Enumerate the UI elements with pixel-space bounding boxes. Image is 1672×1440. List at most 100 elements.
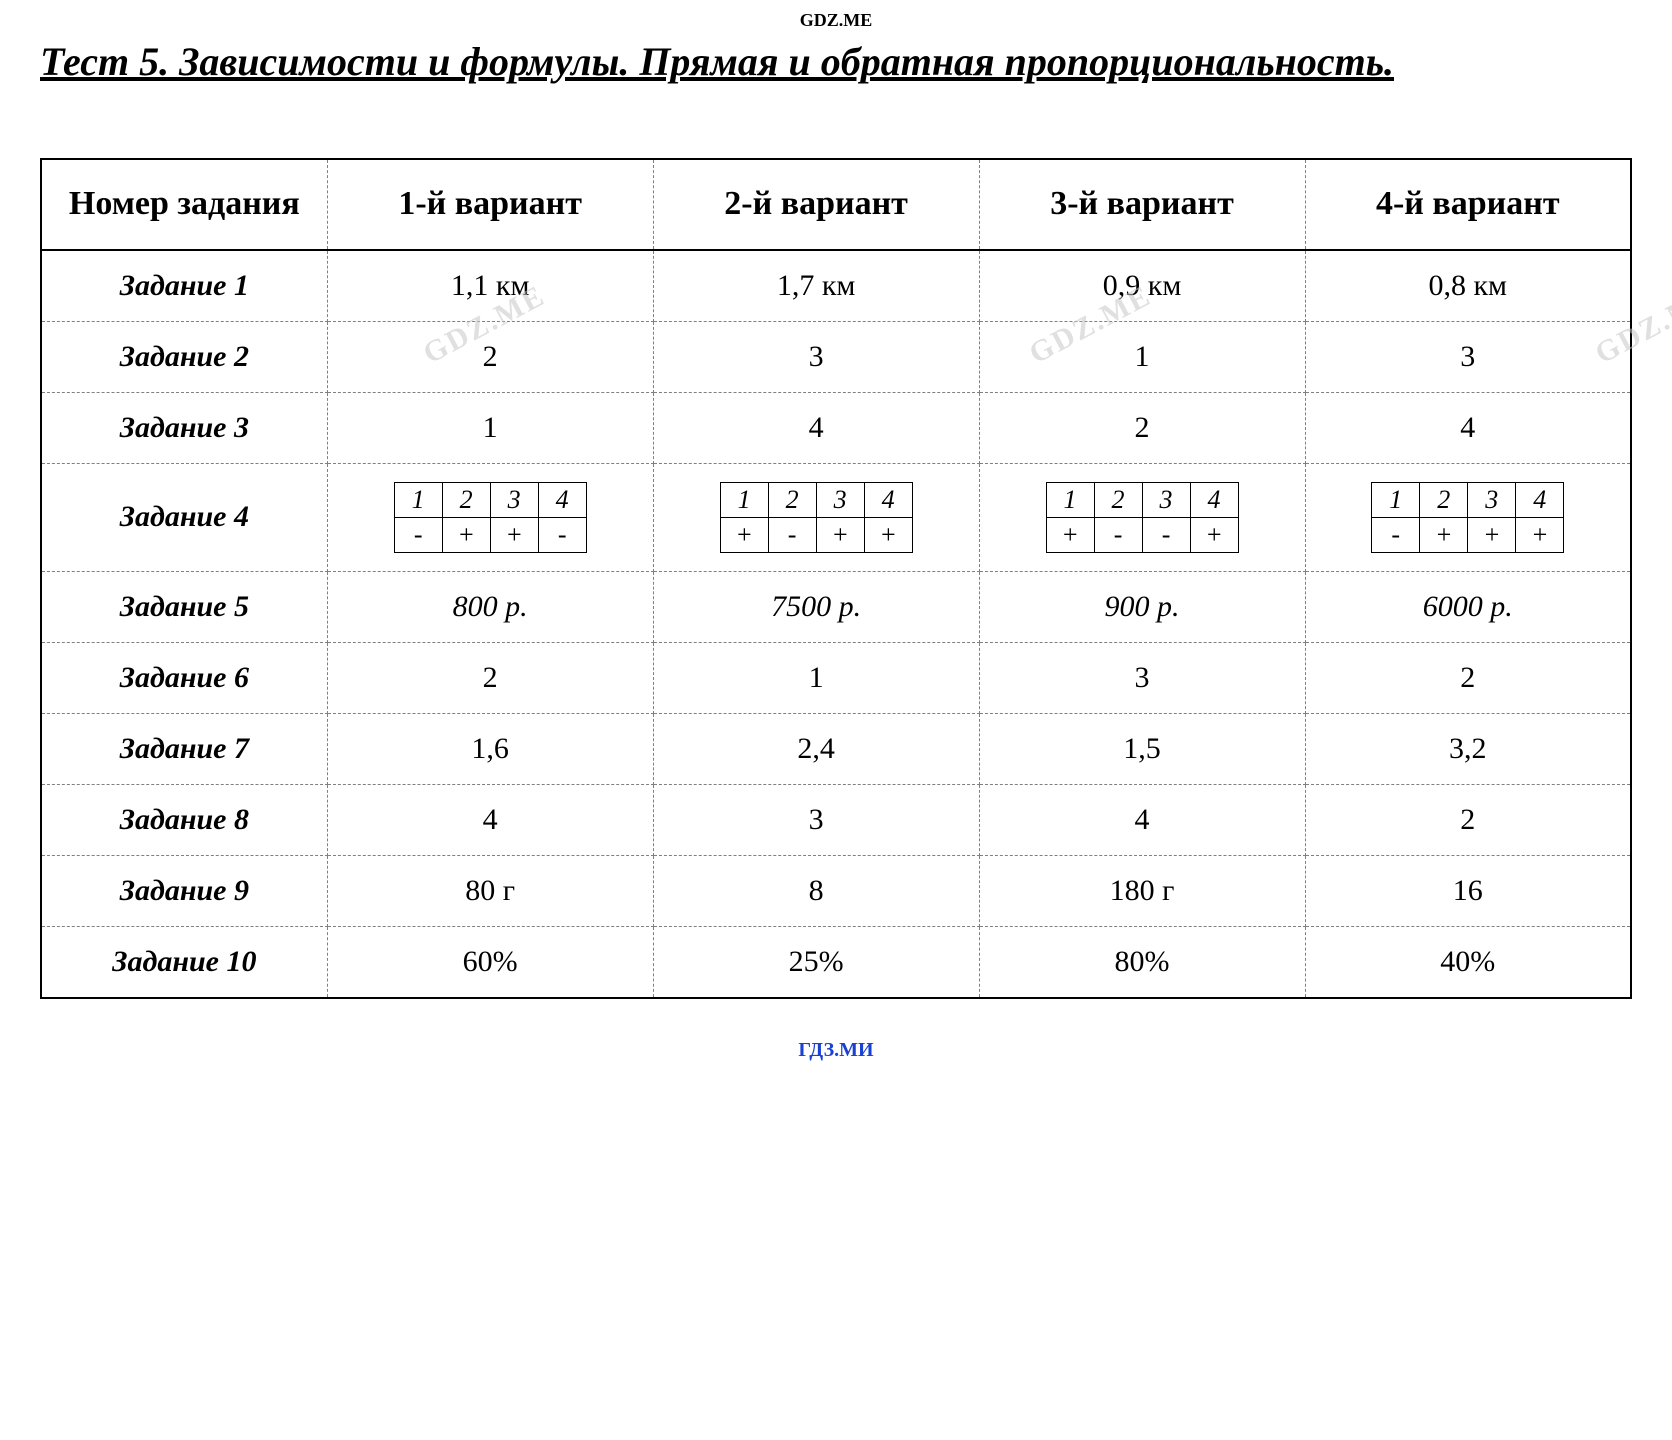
- mini-row-vals: +--+: [1046, 517, 1238, 552]
- answer-cell: 2: [1305, 784, 1631, 855]
- task-label: Задание 8: [41, 784, 327, 855]
- task-label: Задание 10: [41, 926, 327, 998]
- mini-val-cell: +: [1516, 517, 1564, 552]
- mini-head-cell: 4: [1190, 482, 1238, 517]
- answer-cell: 180 г: [979, 855, 1305, 926]
- answer-cell: 1,6: [327, 713, 653, 784]
- answer-cell: 2: [1305, 642, 1631, 713]
- mini-val-cell: -: [768, 517, 816, 552]
- mini-val-cell: -: [1142, 517, 1190, 552]
- mini-head-cell: 2: [442, 482, 490, 517]
- mini-row-head: 1234: [394, 482, 586, 517]
- col-header-v3: 3-й вариант: [979, 159, 1305, 250]
- task-label: Задание 1: [41, 250, 327, 322]
- mini-val-cell: +: [1046, 517, 1094, 552]
- table-head: Номер задания 1-й вариант 2-й вариант 3-…: [41, 159, 1631, 250]
- mini-head-cell: 3: [490, 482, 538, 517]
- answer-cell: 2: [327, 642, 653, 713]
- table-row: Задание 41234-++-1234+-++1234+--+1234-++…: [41, 463, 1631, 571]
- mini-head-cell: 3: [1142, 482, 1190, 517]
- task-label: Задание 4: [41, 463, 327, 571]
- answer-cell: 1: [653, 642, 979, 713]
- table-row: Задание 62132: [41, 642, 1631, 713]
- answer-cell: 80%: [979, 926, 1305, 998]
- mini-val-cell: -: [538, 517, 586, 552]
- col-header-v1: 1-й вариант: [327, 159, 653, 250]
- table-row: Задание 22GDZ.ME3GDZ.ME1GDZ.ME3: [41, 321, 1631, 392]
- answer-cell: 1,5: [979, 713, 1305, 784]
- mini-head-cell: 1: [1046, 482, 1094, 517]
- answer-cell: 6000 р.: [1305, 571, 1631, 642]
- task-label: Задание 5: [41, 571, 327, 642]
- mini-val-cell: -: [394, 517, 442, 552]
- mini-row-vals: +-++: [720, 517, 912, 552]
- task-label: Задание 9: [41, 855, 327, 926]
- answer-cell: 4: [1305, 392, 1631, 463]
- answer-cell: 3: [1305, 321, 1631, 392]
- answer-cell: 1,1 км: [327, 250, 653, 322]
- answer-cell: 40%: [1305, 926, 1631, 998]
- answer-cell: 900 р.: [979, 571, 1305, 642]
- answer-cell: 16: [1305, 855, 1631, 926]
- table-row: Задание 11,1 км1,7 км0,9 км0,8 км: [41, 250, 1631, 322]
- footer-watermark: ГДЗ.МИ: [40, 1039, 1632, 1062]
- mini-table: 1234-+++: [1371, 482, 1564, 553]
- answer-cell: 1,7 км: [653, 250, 979, 322]
- answer-cell: 2,4: [653, 713, 979, 784]
- answer-cell: 1: [327, 392, 653, 463]
- mini-head-cell: 4: [864, 482, 912, 517]
- answer-cell: 4: [979, 784, 1305, 855]
- page-title: Тест 5. Зависимости и формулы. Прямая и …: [40, 36, 1632, 88]
- mini-row-vals: -++-: [394, 517, 586, 552]
- mini-val-cell: -: [1372, 517, 1420, 552]
- mini-val-cell: +: [864, 517, 912, 552]
- answer-cell: 25%: [653, 926, 979, 998]
- table-body: Задание 11,1 км1,7 км0,9 км0,8 кмЗадание…: [41, 250, 1631, 998]
- mini-val-cell: +: [490, 517, 538, 552]
- answer-cell: 2: [979, 392, 1305, 463]
- answers-table: Номер задания 1-й вариант 2-й вариант 3-…: [40, 158, 1632, 999]
- mini-head-cell: 3: [816, 482, 864, 517]
- answer-cell: 4: [653, 392, 979, 463]
- task-label: Задание 7: [41, 713, 327, 784]
- mini-head-cell: 1: [720, 482, 768, 517]
- mini-val-cell: -: [1094, 517, 1142, 552]
- mini-table-cell: 1234-+++: [1305, 463, 1631, 571]
- answer-cell: 7500 р.: [653, 571, 979, 642]
- table-row: Задание 71,62,41,53,2: [41, 713, 1631, 784]
- page-container: GDZ.ME Тест 5. Зависимости и формулы. Пр…: [0, 0, 1672, 1102]
- mini-val-cell: +: [816, 517, 864, 552]
- answer-cell: 0,8 км: [1305, 250, 1631, 322]
- answer-cell: 3GDZ.ME: [653, 321, 979, 392]
- table-row: Задание 980 г8180 г16: [41, 855, 1631, 926]
- header-watermark: GDZ.ME: [40, 10, 1632, 31]
- answer-cell: 2GDZ.ME: [327, 321, 653, 392]
- mini-head-cell: 2: [1420, 482, 1468, 517]
- mini-table-cell: 1234-++-: [327, 463, 653, 571]
- answer-cell: 3: [653, 784, 979, 855]
- mini-head-cell: 3: [1468, 482, 1516, 517]
- mini-table: 1234+--+: [1046, 482, 1239, 553]
- table-row: Задание 31424: [41, 392, 1631, 463]
- mini-row-head: 1234: [720, 482, 912, 517]
- answer-cell: 1GDZ.ME: [979, 321, 1305, 392]
- task-label: Задание 2: [41, 321, 327, 392]
- col-header-v2: 2-й вариант: [653, 159, 979, 250]
- mini-val-cell: +: [1190, 517, 1238, 552]
- col-header-task: Номер задания: [41, 159, 327, 250]
- mini-head-cell: 1: [394, 482, 442, 517]
- mini-table: 1234+-++: [720, 482, 913, 553]
- mini-val-cell: +: [720, 517, 768, 552]
- mini-row-head: 1234: [1046, 482, 1238, 517]
- answer-cell: 0,9 км: [979, 250, 1305, 322]
- answer-cell: 800 р.: [327, 571, 653, 642]
- table-row: Задание 5800 р.7500 р.900 р.6000 р.: [41, 571, 1631, 642]
- answer-cell: 80 г: [327, 855, 653, 926]
- mini-table-cell: 1234+-++: [653, 463, 979, 571]
- table-row: Задание 84342: [41, 784, 1631, 855]
- answer-cell: 4: [327, 784, 653, 855]
- task-label: Задание 6: [41, 642, 327, 713]
- mini-val-cell: +: [1420, 517, 1468, 552]
- mini-val-cell: +: [442, 517, 490, 552]
- mini-head-cell: 2: [1094, 482, 1142, 517]
